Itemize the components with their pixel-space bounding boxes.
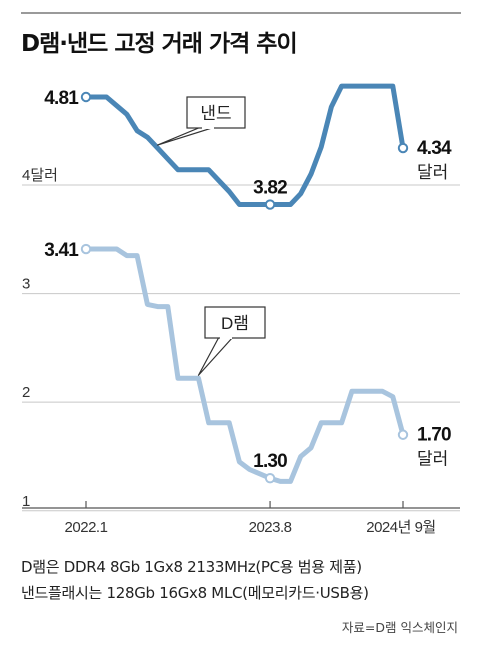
x-tick-label-0: 2022.1 — [65, 519, 108, 536]
data-label-nand-18: 3.82 — [253, 178, 287, 199]
data-label-unit-nand: 달러 — [417, 163, 448, 182]
series-name-callouts: 낸드 D램 — [156, 96, 266, 376]
series-line-nand — [83, 83, 406, 207]
top-rule — [21, 12, 461, 14]
x-axis: 2022.1 2023.8 2024년 9월 — [22, 501, 460, 536]
data-labels: 4.81 3.82 4.34 달러 3.41 1.30 1.70 달러 — [44, 88, 453, 484]
point-marker-nand-18 — [264, 199, 276, 210]
point-marker-nand-0 — [80, 91, 92, 103]
footnote-nand: 낸드플래시는 128Gb 16Gx8 MLC(메모리카드·USB용) — [21, 584, 369, 602]
y-tick-label-2: 2 — [22, 384, 30, 401]
gridlines: 4달러 3 2 1 — [22, 167, 460, 512]
y-tick-label-1: 1 — [22, 493, 30, 510]
data-label-dram-31: 1.70 — [417, 425, 451, 446]
x-tick-label-2: 2024년 9월 — [366, 519, 435, 536]
series-lines — [83, 83, 406, 484]
point-marker-nand-31 — [397, 142, 409, 154]
point-marker-dram-18 — [264, 472, 276, 484]
point-marker-dram-0 — [80, 243, 92, 255]
chart-title: D램·낸드 고정 거래 가격 추이 — [21, 31, 298, 57]
callout-box-dram — [204, 306, 266, 339]
series-name-dram: D램 — [221, 314, 249, 333]
data-label-nand-31: 4.34 — [417, 138, 452, 159]
point-marker-dram-31 — [397, 429, 409, 440]
y-tick-label-4: 4달러 — [22, 167, 58, 184]
data-label-nand-0: 4.81 — [44, 88, 79, 109]
data-label-dram-0: 3.41 — [44, 240, 79, 261]
callout-pointer-nand — [156, 126, 216, 146]
x-tick-label-1: 2023.8 — [249, 519, 292, 536]
callout-box-nand — [186, 96, 246, 129]
data-label-unit-dram: 달러 — [417, 450, 448, 469]
footnote-dram: D램은 DDR4 8Gb 1Gx8 2133MHz(PC용 범용 제품) — [21, 558, 362, 576]
source-note: 자료=D램 익스체인지 — [341, 620, 458, 635]
data-label-dram-18: 1.30 — [253, 451, 287, 472]
callout-pointer-dram — [197, 336, 234, 376]
y-tick-label-3: 3 — [22, 276, 30, 293]
line-chart: 4달러 3 2 1 2022.1 2023.8 2024년 9월 낸드 D램 4.81 3.8… — [22, 83, 460, 536]
series-name-nand: 낸드 — [200, 104, 231, 123]
series-line-dram — [83, 246, 406, 484]
